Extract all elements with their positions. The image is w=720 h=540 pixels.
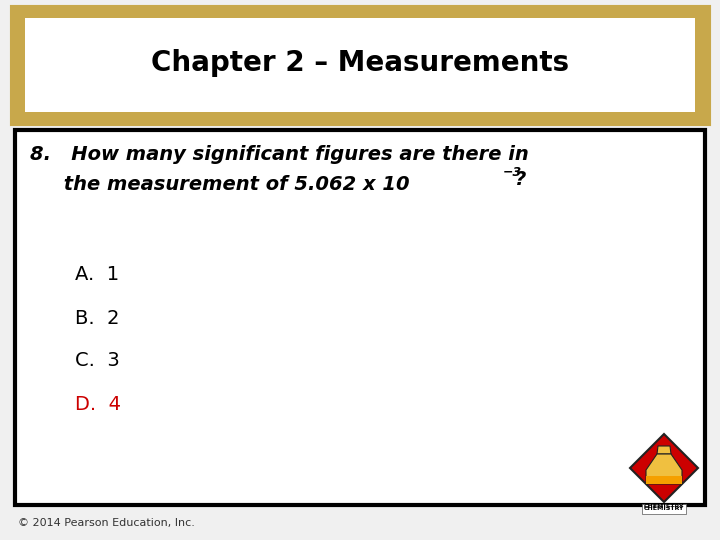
Text: ?: ? bbox=[515, 170, 526, 189]
Text: CHEMISTRY: CHEMISTRY bbox=[644, 504, 684, 509]
Polygon shape bbox=[630, 434, 698, 502]
Polygon shape bbox=[657, 446, 671, 454]
Polygon shape bbox=[646, 454, 682, 484]
Text: D.  4: D. 4 bbox=[75, 395, 121, 414]
Text: A.  1: A. 1 bbox=[75, 266, 119, 285]
Text: CHEMISTRY: CHEMISTRY bbox=[644, 507, 684, 511]
FancyBboxPatch shape bbox=[642, 504, 686, 514]
Text: C.  3: C. 3 bbox=[75, 352, 120, 370]
Text: 8.   How many significant figures are there in: 8. How many significant figures are ther… bbox=[30, 145, 528, 165]
FancyBboxPatch shape bbox=[15, 130, 705, 505]
Polygon shape bbox=[646, 476, 682, 484]
Text: B.  2: B. 2 bbox=[75, 308, 120, 327]
Text: the measurement of 5.062 x 10: the measurement of 5.062 x 10 bbox=[30, 176, 410, 194]
Text: © 2014 Pearson Education, Inc.: © 2014 Pearson Education, Inc. bbox=[18, 518, 195, 528]
Text: Chapter 2 – Measurements: Chapter 2 – Measurements bbox=[151, 49, 569, 77]
FancyBboxPatch shape bbox=[25, 18, 695, 112]
Text: −3: −3 bbox=[503, 166, 522, 179]
FancyBboxPatch shape bbox=[15, 10, 705, 120]
